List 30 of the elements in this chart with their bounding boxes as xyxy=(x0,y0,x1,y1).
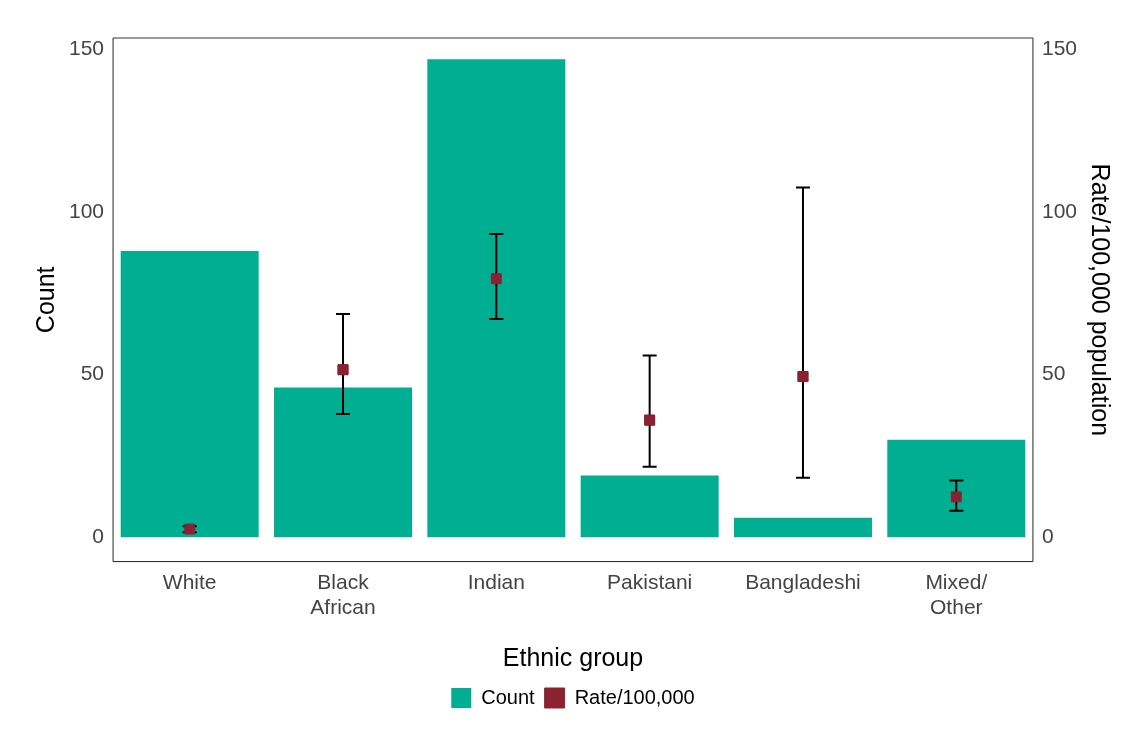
legend-label: Count xyxy=(481,685,536,708)
y2-tick-label: 50 xyxy=(1041,361,1066,385)
x-tick-label: Black African xyxy=(310,570,376,619)
bar xyxy=(274,387,413,538)
bar xyxy=(580,475,719,538)
x-tick-label: Pakistani xyxy=(607,570,693,593)
x-tick-label: Indian xyxy=(467,570,525,593)
y2-tick-label: 150 xyxy=(1041,36,1078,60)
y-tick-label: 150 xyxy=(68,36,105,60)
x-tick-label: Bangladeshi xyxy=(745,570,861,593)
x-axis-title: Ethnic group xyxy=(502,642,644,671)
y2-tick-label: 0 xyxy=(1041,524,1054,548)
x-tick-label: Mixed/ Other xyxy=(925,570,988,619)
bar xyxy=(733,517,872,538)
y2-axis-title: Rate/100,000 population xyxy=(1087,163,1116,437)
point xyxy=(337,364,349,376)
y-tick-label: 50 xyxy=(80,361,105,385)
bar xyxy=(120,251,259,538)
bar xyxy=(887,439,1026,538)
point xyxy=(950,491,962,503)
bar xyxy=(427,59,566,538)
y2-tick-label: 100 xyxy=(1041,198,1078,222)
x-tick-label: White xyxy=(162,570,217,593)
y-tick-label: 0 xyxy=(92,524,105,548)
point xyxy=(490,273,502,285)
legend-label: Rate/100,000 xyxy=(574,685,695,708)
y-axis-title: Count xyxy=(30,266,59,334)
point xyxy=(797,371,809,382)
point xyxy=(644,414,656,426)
y-tick-label: 100 xyxy=(68,198,105,222)
